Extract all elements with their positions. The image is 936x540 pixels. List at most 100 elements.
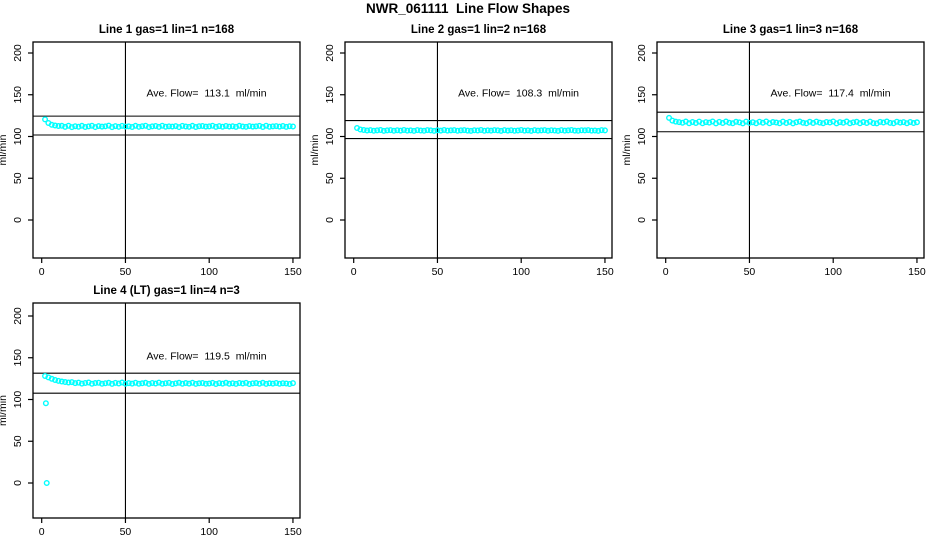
- data-point: [105, 379, 112, 386]
- y-tick-label: 150: [12, 86, 24, 104]
- data-point: [219, 123, 226, 130]
- data-point: [55, 377, 62, 384]
- average-flow-annotation: Ave. Flow= 113.1 ml/min: [146, 87, 266, 99]
- data-point: [716, 118, 723, 125]
- data-point: [907, 118, 914, 125]
- data-point: [273, 123, 280, 130]
- data-point: [591, 127, 598, 134]
- y-axis-label: ml/min: [0, 395, 9, 426]
- data-point: [360, 126, 367, 133]
- data-point: [840, 119, 847, 126]
- data-point: [421, 127, 428, 134]
- data-point: [377, 126, 384, 133]
- y-tick-label: 150: [324, 86, 336, 104]
- data-point: [437, 127, 444, 134]
- data-point: [62, 379, 69, 386]
- data-point: [441, 126, 448, 133]
- data-point: [259, 123, 266, 130]
- data-point: [135, 123, 142, 130]
- data-point: [464, 127, 471, 134]
- data-point: [243, 379, 250, 386]
- data-point: [122, 380, 129, 387]
- data-point: [769, 119, 776, 126]
- y-tick-label: 150: [12, 349, 24, 367]
- data-point: [494, 127, 501, 134]
- plot-box: [32, 302, 301, 519]
- data-point: [232, 380, 239, 387]
- x-tick-label: 50: [432, 266, 444, 278]
- data-point: [880, 119, 887, 126]
- data-point: [78, 122, 85, 129]
- data-point: [813, 118, 820, 125]
- data-point: [900, 119, 907, 126]
- data-point: [256, 122, 263, 129]
- y-axis-label: ml/min: [621, 134, 633, 165]
- data-point: [581, 127, 588, 134]
- data-point: [816, 119, 823, 126]
- data-point: [541, 127, 548, 134]
- data-point: [219, 380, 226, 387]
- data-point: [246, 380, 253, 387]
- data-point: [588, 127, 595, 134]
- data-point: [380, 127, 387, 134]
- data-point: [411, 127, 418, 134]
- x-tick-label: 50: [120, 526, 132, 538]
- data-point: [122, 123, 129, 130]
- data-point: [212, 123, 219, 130]
- x-tick-label: 0: [39, 526, 45, 538]
- data-point: [887, 119, 894, 126]
- plot-box: [344, 41, 613, 259]
- panel-3: 0 50 100 150 0 50 100 150 200 ml/min Line 3 gas=1 …: [621, 24, 926, 278]
- data-point: [115, 380, 122, 387]
- data-point: [222, 122, 229, 129]
- data-point: [417, 127, 424, 134]
- data-point: [232, 123, 239, 130]
- data-point: [524, 127, 531, 134]
- data-point: [269, 123, 276, 130]
- data-point: [276, 123, 283, 130]
- data-point: [394, 127, 401, 134]
- data-point: [897, 119, 904, 126]
- data-point: [263, 122, 270, 129]
- data-point: [206, 123, 213, 130]
- y-tick-label: 0: [12, 480, 24, 486]
- data-point: [390, 127, 397, 134]
- data-point: [279, 380, 286, 387]
- data-point: [601, 127, 608, 134]
- data-point: [706, 119, 713, 126]
- x-tick-label: 100: [200, 266, 218, 278]
- data-point-outlier: [42, 400, 49, 407]
- data-point: [179, 380, 186, 387]
- data-point: [447, 127, 454, 134]
- data-point: [595, 127, 602, 134]
- data-point: [62, 123, 69, 130]
- y-tick-label: 200: [12, 307, 24, 325]
- data-point: [202, 380, 209, 387]
- y-tick-label: 150: [636, 86, 648, 104]
- data-point: [289, 380, 296, 387]
- data-point: [565, 127, 572, 134]
- data-point: [85, 123, 92, 130]
- data-point: [551, 127, 558, 134]
- data-point: [773, 119, 780, 126]
- y-axis-label: ml/min: [309, 134, 321, 165]
- data-point: [548, 127, 555, 134]
- data-point: [454, 127, 461, 134]
- panel-4: 0 50 100 150 0 50 100 150 200 ml/min Line 4 (LT) g…: [0, 285, 302, 538]
- data-point: [98, 123, 105, 130]
- data-point: [833, 120, 840, 127]
- data-point: [135, 380, 142, 387]
- data-point: [243, 123, 250, 130]
- data-point: [162, 123, 169, 130]
- data-point: [78, 380, 85, 387]
- data-point: [58, 122, 65, 129]
- data-point: [501, 127, 508, 134]
- data-point: [169, 380, 176, 387]
- data-point: [216, 123, 223, 130]
- data-point: [182, 380, 189, 387]
- data-point: [139, 123, 146, 130]
- data-point: [672, 118, 679, 125]
- data-point: [209, 379, 216, 386]
- x-tick-label: 150: [596, 266, 614, 278]
